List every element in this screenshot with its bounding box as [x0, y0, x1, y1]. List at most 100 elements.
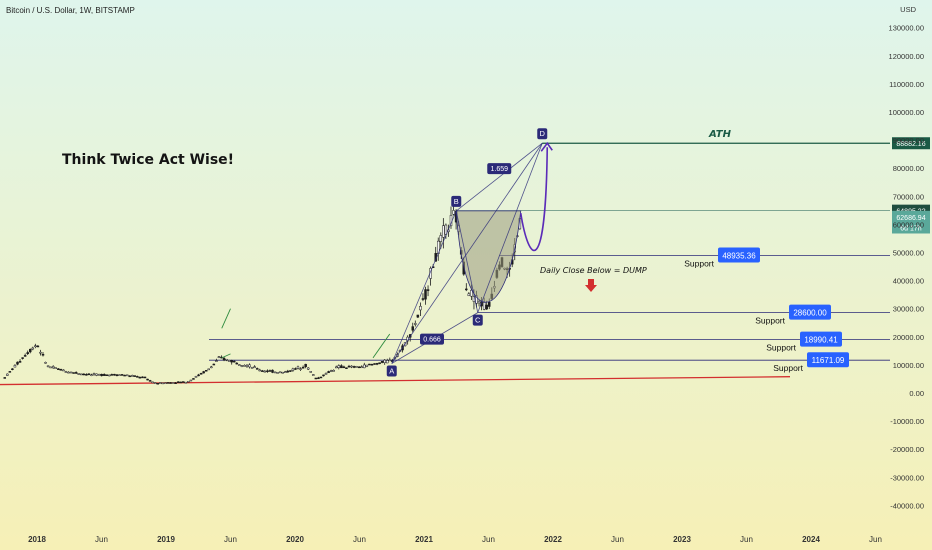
candle-body [166, 382, 170, 384]
ratio-label: 1.659 [490, 166, 508, 173]
candle-body [238, 364, 241, 366]
candle-body [87, 373, 91, 375]
candle-body [74, 372, 78, 374]
candle-body [143, 376, 147, 379]
green-arrow-icon [221, 308, 231, 329]
candle-body [120, 374, 124, 376]
candle-body [477, 300, 481, 304]
candle-body [322, 374, 325, 377]
ath-label: ATH [708, 129, 732, 140]
candle-body [485, 304, 488, 310]
candle-body [388, 359, 392, 362]
candle-body [204, 370, 208, 372]
candle-body [171, 382, 175, 384]
candle-body [187, 381, 190, 383]
y-tick-label: 90000.00 [893, 136, 924, 145]
candle-body [467, 293, 471, 297]
candle-body [230, 360, 233, 363]
candle-body [125, 374, 129, 377]
axis-price-label: 6d 17h [900, 225, 922, 232]
candle-body [375, 363, 379, 365]
candle-body [357, 366, 361, 369]
candle-body [128, 375, 131, 378]
x-tick-label: Jun [224, 535, 237, 544]
candle-body [383, 359, 386, 363]
x-tick-label: 2023 [673, 535, 691, 544]
candle-body [210, 366, 213, 369]
candle-body [217, 356, 221, 358]
candle-body [29, 348, 32, 353]
x-tick-label: 2022 [544, 535, 562, 544]
candle-body [227, 360, 231, 362]
x-tick-label: Jun [482, 535, 495, 544]
candle-body [215, 360, 218, 362]
candle-body [340, 365, 343, 369]
trend-line [0, 376, 791, 386]
candle-body [301, 366, 305, 369]
candle-body [365, 364, 369, 367]
candle-body [184, 381, 188, 384]
candle-body [62, 369, 65, 372]
candle-body [263, 370, 267, 373]
candle-body [192, 378, 195, 380]
candle-body [39, 351, 42, 354]
x-tick-label: Jun [869, 535, 882, 544]
pattern-point-label: C [475, 316, 481, 325]
candle-body [113, 373, 116, 376]
candle-body [169, 382, 172, 384]
y-tick-label: 0.00 [909, 389, 924, 398]
candle-body [21, 357, 24, 359]
candle-body [46, 365, 50, 368]
candle-body [444, 224, 448, 235]
candle-body [57, 368, 60, 370]
y-tick-label: 50000.00 [893, 249, 924, 258]
green-arrow-icon [372, 333, 391, 359]
candle-body [212, 363, 216, 366]
candle-body [199, 373, 203, 375]
candle-body [194, 376, 198, 378]
support-label: Support [684, 258, 714, 268]
candle-body [337, 365, 341, 368]
support-label: Support [755, 316, 785, 326]
candle-body [8, 371, 12, 373]
axis-price-label: 62686.94 [896, 215, 925, 222]
candle-body [164, 382, 167, 384]
candle-body [16, 361, 19, 365]
dump-note: Daily Close Below = DUMP [540, 266, 647, 275]
candle-body [488, 302, 491, 307]
candle-body [278, 371, 282, 374]
pattern-point-badge [386, 365, 397, 377]
candle-body [347, 365, 351, 368]
candle-body [386, 360, 389, 364]
support-price-badge [800, 331, 842, 347]
candle-body [470, 289, 473, 297]
candle-body [421, 298, 425, 300]
green-arrow-head-icon [221, 353, 231, 359]
y-tick-label: 60000.00 [893, 220, 924, 229]
candle-body [373, 363, 376, 365]
candle-body [156, 383, 159, 385]
candle-body [3, 377, 6, 379]
candle-body [424, 289, 427, 300]
candle-body [243, 365, 246, 367]
pattern-point-label: D [540, 129, 546, 138]
y-tick-label: 40000.00 [893, 277, 924, 286]
candle-body [378, 362, 381, 365]
note-title: Think Twice Act Wise! [62, 152, 235, 168]
harmonic-leg [391, 210, 457, 364]
candle-body [153, 382, 157, 384]
y-tick-label: 120000.00 [889, 52, 924, 61]
candle-body [222, 357, 226, 361]
candle-body [6, 373, 9, 376]
candle-body [161, 382, 165, 385]
candle-body [174, 382, 177, 384]
x-tick-label: 2021 [415, 535, 433, 544]
ratio-badge [420, 333, 444, 345]
harmonic-leg [456, 142, 543, 212]
y-tick-label: -40000.00 [890, 501, 924, 510]
ratio-badge [487, 163, 512, 175]
axis-price-badge [892, 221, 930, 234]
x-tick-label: Jun [740, 535, 753, 544]
